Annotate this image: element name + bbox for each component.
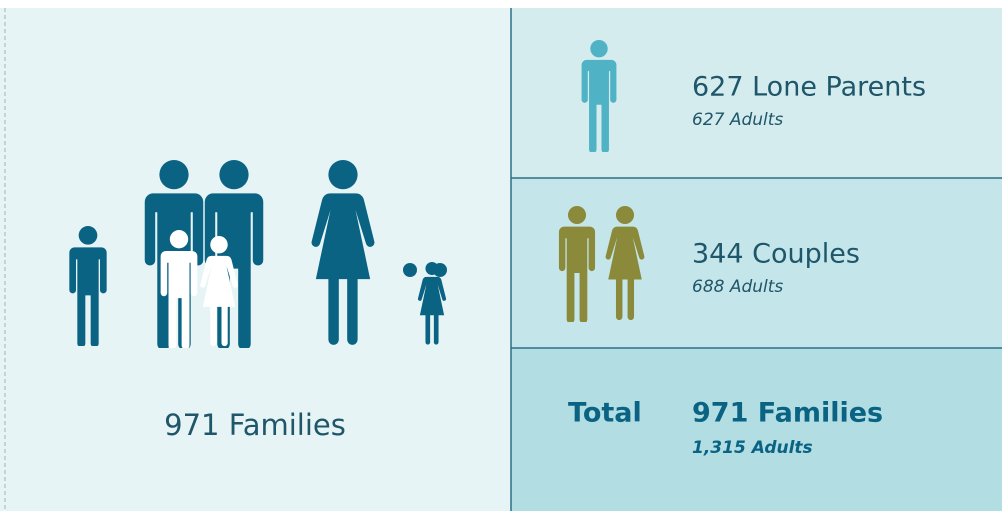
left-label: 971 Families [164, 408, 346, 442]
row-title: 627 Lone Parents [692, 72, 926, 103]
row-subtitle: 1,315 Adults [692, 438, 813, 458]
row-subtitle: 688 Adults [692, 277, 783, 297]
family-icon [69, 160, 447, 348]
row-panel [511, 348, 1002, 511]
row-title: 971 Families [692, 398, 883, 429]
total-label: Total [568, 398, 642, 429]
row-title: 344 Couples [692, 239, 860, 270]
row-subtitle: 627 Adults [692, 110, 783, 130]
